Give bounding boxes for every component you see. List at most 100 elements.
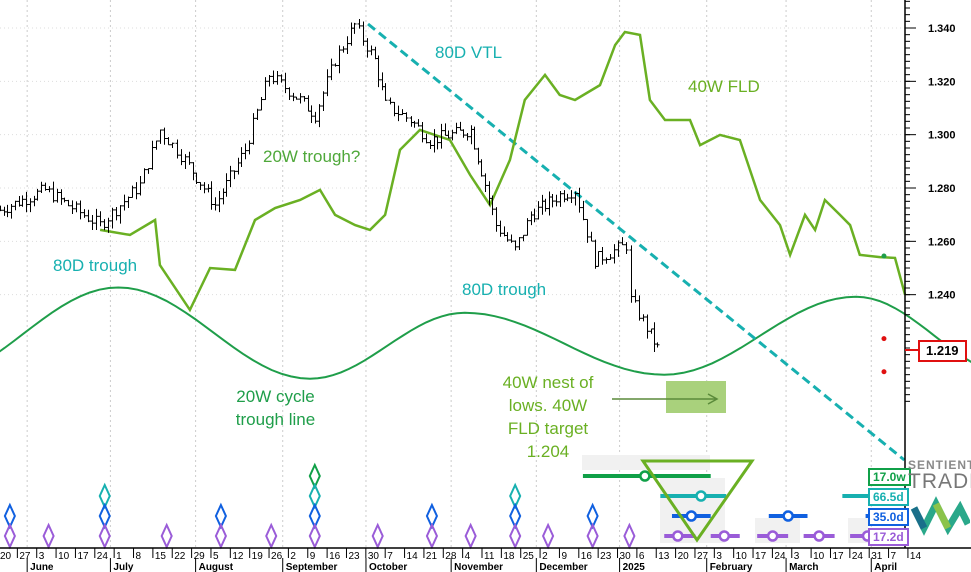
projection-zone xyxy=(755,518,800,543)
price-bar xyxy=(521,234,526,242)
cycle-low-diamond-icon xyxy=(541,522,555,550)
price-bar xyxy=(263,77,268,101)
nest-triangle-icon xyxy=(640,459,755,543)
y-tick-label: 1.320 xyxy=(928,76,956,88)
price-bar xyxy=(294,96,299,100)
price-bar xyxy=(369,45,374,56)
price-bar xyxy=(98,211,103,227)
price-bar xyxy=(396,105,401,122)
cycle-label-17d: 17.2d xyxy=(868,528,909,546)
x-tick-label: 18 xyxy=(503,551,515,562)
price-bar xyxy=(302,95,307,102)
annotation-40w-nest: 40W nest of lows. 40W FLD target 1.204 xyxy=(492,371,604,463)
cycle-low-diamond-icon xyxy=(509,522,522,550)
price-bar xyxy=(55,188,60,203)
x-tick-label: 19 xyxy=(252,551,264,562)
price-bar xyxy=(450,129,455,141)
price-bar xyxy=(179,149,184,166)
x-tick-label: 10 xyxy=(736,551,748,562)
price-bar xyxy=(106,217,111,233)
cycle-low-diamond-icon xyxy=(586,522,599,550)
price-bar xyxy=(94,208,99,231)
cycle-low-diamond-icon xyxy=(623,522,636,550)
x-tick-label: 4 xyxy=(465,551,471,562)
x-tick-label: 2 xyxy=(290,551,296,562)
price-bar xyxy=(616,240,621,257)
x-tick-label: 30 xyxy=(620,551,632,562)
y-tick-label: 1.300 xyxy=(928,130,956,142)
price-bar xyxy=(562,190,567,203)
price-bar xyxy=(589,231,594,242)
price-bar xyxy=(78,200,83,220)
price-bar xyxy=(0,205,3,212)
price-bar xyxy=(361,21,366,46)
price-bar xyxy=(86,209,91,223)
x-tick-label: 15 xyxy=(155,551,167,562)
price-bar xyxy=(5,204,10,218)
cycle-low-diamond-icon xyxy=(98,522,111,550)
projection-center-icon xyxy=(718,530,731,542)
cycle-low-diamond-icon xyxy=(371,522,384,550)
x-tick-label: 13 xyxy=(658,551,670,562)
price-bar xyxy=(490,195,495,216)
annotation-80d-trough-left: 80D trough xyxy=(53,256,138,275)
price-bar xyxy=(221,188,226,205)
target-dot xyxy=(881,336,887,342)
price-bar xyxy=(502,226,507,237)
x-tick-label: 12 xyxy=(232,551,244,562)
cycle-low-diamond-icon xyxy=(308,522,321,550)
price-bar xyxy=(554,194,559,207)
price-bar xyxy=(655,342,660,348)
price-bar xyxy=(529,211,534,226)
x-tick-label: 20 xyxy=(0,551,12,562)
price-bar xyxy=(59,189,64,205)
price-bar xyxy=(349,22,354,46)
price-bar xyxy=(158,129,163,144)
price-bar xyxy=(558,190,563,207)
price-bar xyxy=(461,129,466,138)
x-tick-label: 7 xyxy=(387,551,393,562)
price-bar xyxy=(388,97,393,105)
price-bar xyxy=(162,127,167,145)
cycle-label-35d: 35.0d xyxy=(868,508,909,526)
price-bar xyxy=(122,194,127,211)
price-bar xyxy=(317,104,322,128)
price-bar xyxy=(74,201,79,213)
price-bar xyxy=(624,242,629,255)
price-bar xyxy=(525,218,530,236)
price-bar xyxy=(24,191,29,213)
projection-center-icon xyxy=(639,470,651,482)
x-tick-label: 24 xyxy=(852,551,864,562)
price-bar xyxy=(175,139,180,159)
price-bar xyxy=(118,205,123,224)
price-bar xyxy=(612,244,617,264)
price-bar xyxy=(536,201,541,220)
x-tick-label: 20 xyxy=(678,551,690,562)
price-bar xyxy=(279,74,284,83)
x-tick-label: 2 xyxy=(542,551,548,562)
price-bar xyxy=(365,38,370,58)
y-tick-label: 1.260 xyxy=(928,236,956,248)
price-bar xyxy=(134,182,139,200)
x-tick-label: 30 xyxy=(368,551,380,562)
price-bar xyxy=(47,186,52,193)
annotation-80d-trough-mid: 80D trough xyxy=(462,280,547,299)
cycle-low-diamond-icon xyxy=(160,522,173,550)
cycle-label-17w: 17.0w xyxy=(868,468,911,486)
x-tick-label: 17 xyxy=(832,551,844,562)
month-label: August xyxy=(199,562,234,572)
price-bar xyxy=(352,22,357,34)
price-bar xyxy=(652,322,657,352)
price-bar xyxy=(102,219,107,231)
price-bar xyxy=(432,129,437,153)
price-bar xyxy=(341,46,346,53)
price-bar xyxy=(585,218,590,243)
price-bar xyxy=(517,237,522,251)
price-bar xyxy=(82,209,87,218)
month-label: September xyxy=(286,562,338,572)
price-bar xyxy=(465,133,470,141)
price-bar xyxy=(357,19,362,29)
price-bar xyxy=(443,123,448,136)
logo-text-2: TRADER xyxy=(908,470,971,493)
